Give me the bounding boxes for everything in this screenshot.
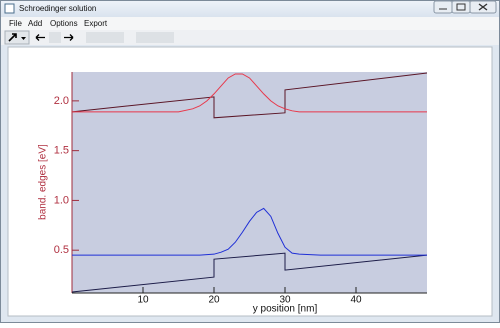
x-axis-label: y position [nm] [253,304,318,315]
x-tick-label: 40 [350,295,362,306]
close-glyph [478,3,488,11]
menu-item[interactable]: File [9,19,22,28]
series-line [72,73,427,113]
toolbar-field [86,32,124,43]
toolbar-tools [4,30,174,45]
app-icon [4,3,15,14]
menu-item[interactable]: Add [28,19,42,28]
plot-area [72,72,427,293]
window-buttons [433,0,497,14]
y-tick-label: 1.5 [54,145,69,157]
minimize-button[interactable] [433,0,453,14]
y-tick-label: 2.0 [54,95,69,107]
series-line [71,252,428,293]
back-button[interactable] [35,34,45,41]
x-tick-label: 20 [208,295,220,306]
maximize-glyph [456,3,466,11]
window-title: Schroedinger solution [19,4,96,13]
y-tick-label: 1.0 [54,194,69,206]
toolbar-field [136,32,174,43]
y-axis-label: band. edges [eV] [38,144,49,220]
pointer-tool[interactable] [4,30,30,45]
menu-bar [1,17,499,30]
title-bar [1,1,499,17]
series-line [71,72,428,119]
toolbar-field [49,32,61,43]
menu-item[interactable]: Options [50,19,78,28]
forward-button[interactable] [64,34,74,41]
pointer-icon [8,33,17,42]
menu: File Add Options Export [9,19,108,28]
maximize-button[interactable] [451,0,471,14]
x-tick-label: 10 [137,295,149,306]
toolbar [1,30,499,45]
y-tick-label: 0.5 [54,244,69,256]
dropdown-arrow [21,37,26,40]
series-line [72,207,427,256]
x-tick-label: 30 [279,295,291,306]
menu-item[interactable]: Export [84,19,108,28]
